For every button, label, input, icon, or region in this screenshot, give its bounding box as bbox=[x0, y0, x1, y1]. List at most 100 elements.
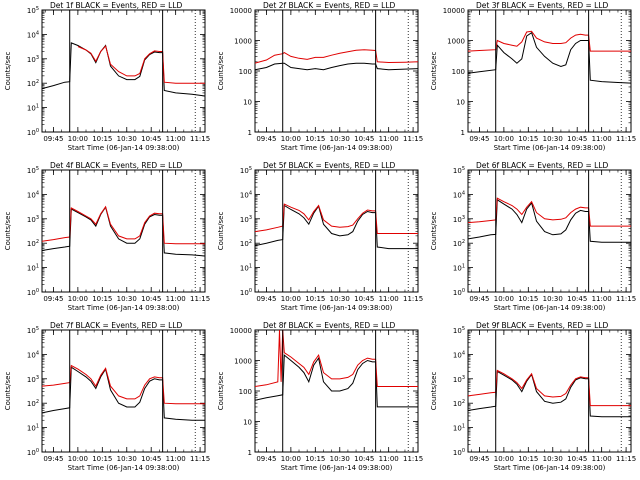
x-tick-label: 11:15 bbox=[403, 135, 423, 143]
y-tick-label: 103 bbox=[27, 55, 39, 64]
y-tick-label: 103 bbox=[453, 375, 465, 384]
x-tick-label: 10:30 bbox=[330, 135, 350, 143]
y-axis: 1 10 100 1000 10000 bbox=[443, 7, 631, 137]
y-tick-label: 10000 bbox=[230, 7, 252, 15]
x-axis: 09:45 10:00 10:15 10:30 10:45 11:00 11:15 bbox=[469, 10, 636, 143]
y-tick-label: 102 bbox=[240, 239, 252, 248]
x-axis-label: Start Time (06-Jan-14 09:38:00) bbox=[494, 144, 606, 152]
y-tick-label: 101 bbox=[453, 424, 465, 433]
x-axis-label: Start Time (06-Jan-14 09:38:00) bbox=[281, 304, 393, 312]
series-group bbox=[42, 364, 205, 421]
plot-frame bbox=[41, 169, 206, 293]
plot-frame bbox=[254, 9, 419, 133]
series-group bbox=[42, 205, 205, 257]
x-axis-label: Start Time (06-Jan-14 09:38:00) bbox=[494, 464, 606, 472]
chart-title: Det 3f BLACK = Events, RED = LLD bbox=[476, 1, 609, 10]
x-tick-label: 11:00 bbox=[379, 295, 399, 303]
y-tick-label: 104 bbox=[453, 350, 465, 359]
series-group bbox=[255, 49, 418, 71]
x-tick-label: 11:15 bbox=[190, 135, 210, 143]
series-group bbox=[255, 203, 418, 250]
x-tick-label: 11:15 bbox=[616, 135, 636, 143]
series-lld-line bbox=[468, 369, 631, 407]
series-events-line bbox=[468, 370, 631, 418]
y-tick-label: 100 bbox=[240, 288, 252, 297]
y-tick-label: 100 bbox=[27, 288, 39, 297]
y-tick-label: 1000 bbox=[447, 38, 465, 46]
x-tick-label: 10:15 bbox=[518, 135, 538, 143]
y-tick-label: 10000 bbox=[230, 327, 252, 335]
series-lld-line bbox=[42, 364, 205, 405]
y-tick-label: 102 bbox=[27, 399, 39, 408]
x-axis: 09:45 10:00 10:15 10:30 10:45 11:00 11:15 bbox=[256, 330, 423, 463]
x-tick-label: 09:45 bbox=[43, 295, 63, 303]
chart-panel-2: 1 10 100 1000 10000 09:45 10:00 10:15 10:30 10:45… bbox=[217, 1, 423, 152]
x-tick-label: 11:00 bbox=[166, 455, 186, 463]
x-tick-label: 10:30 bbox=[330, 455, 350, 463]
y-tick-label: 104 bbox=[27, 350, 39, 359]
series-events-line bbox=[42, 366, 205, 421]
x-axis: 09:45 10:00 10:15 10:30 10:45 11:00 11:15 bbox=[43, 330, 210, 463]
y-tick-label: 102 bbox=[453, 239, 465, 248]
chart-panel-3: 1 10 100 1000 10000 09:45 10:00 10:15 10:30 10:45… bbox=[430, 1, 636, 152]
x-tick-label: 09:45 bbox=[469, 135, 489, 143]
chart-title: Det 7f BLACK = Events, RED = LLD bbox=[50, 321, 183, 330]
y-tick-label: 105 bbox=[453, 166, 465, 175]
series-group bbox=[468, 369, 631, 418]
chart-panel-8: 1 10 100 1000 10000 09:45 10:00 10:15 10:30 10:45… bbox=[217, 321, 423, 472]
series-lld-line bbox=[255, 330, 418, 387]
x-tick-label: 11:00 bbox=[592, 135, 612, 143]
y-axis-label: Counts/sec bbox=[217, 372, 225, 411]
x-tick-label: 11:00 bbox=[166, 135, 186, 143]
y-axis: 100 101 102 103 104 105 bbox=[27, 326, 205, 457]
y-axis: 1 10 100 1000 10000 bbox=[230, 327, 418, 457]
x-tick-label: 10:45 bbox=[141, 295, 161, 303]
series-group bbox=[468, 197, 631, 243]
x-tick-label: 09:45 bbox=[43, 455, 63, 463]
x-tick-label: 11:15 bbox=[190, 455, 210, 463]
x-tick-label: 10:00 bbox=[68, 135, 88, 143]
x-tick-label: 10:15 bbox=[305, 455, 325, 463]
series-lld-line bbox=[255, 49, 418, 64]
y-tick-label: 1 bbox=[248, 129, 252, 137]
y-tick-label: 1000 bbox=[234, 38, 252, 46]
series-lld-line bbox=[468, 197, 631, 227]
x-tick-label: 11:00 bbox=[166, 295, 186, 303]
x-axis-label: Start Time (06-Jan-14 09:38:00) bbox=[281, 464, 393, 472]
y-tick-label: 103 bbox=[27, 215, 39, 224]
x-tick-label: 09:45 bbox=[469, 295, 489, 303]
y-tick-label: 103 bbox=[453, 215, 465, 224]
x-tick-label: 10:00 bbox=[68, 295, 88, 303]
x-tick-label: 10:15 bbox=[92, 135, 112, 143]
x-tick-label: 11:00 bbox=[379, 135, 399, 143]
chart-title: Det 5f BLACK = Events, RED = LLD bbox=[263, 161, 396, 170]
y-axis-label: Counts/sec bbox=[4, 372, 12, 411]
y-tick-label: 1 bbox=[248, 449, 252, 457]
x-axis: 09:45 10:00 10:15 10:30 10:45 11:00 11:15 bbox=[469, 330, 636, 463]
x-tick-label: 10:00 bbox=[281, 295, 301, 303]
chart-title: Det 4f BLACK = Events, RED = LLD bbox=[50, 161, 183, 170]
y-tick-label: 102 bbox=[453, 399, 465, 408]
x-tick-label: 11:00 bbox=[592, 295, 612, 303]
series-events-line bbox=[255, 354, 418, 408]
plot-frame bbox=[41, 9, 206, 133]
series-events-line bbox=[468, 31, 631, 84]
x-axis: 09:45 10:00 10:15 10:30 10:45 11:00 11:15 bbox=[256, 10, 423, 143]
y-tick-label: 101 bbox=[240, 264, 252, 273]
x-tick-label: 10:45 bbox=[354, 295, 374, 303]
x-tick-label: 10:15 bbox=[518, 455, 538, 463]
x-tick-label: 10:30 bbox=[117, 295, 137, 303]
series-lld-line bbox=[77, 45, 205, 84]
y-tick-label: 10 bbox=[243, 99, 252, 107]
y-tick-label: 100 bbox=[452, 68, 465, 76]
x-tick-label: 10:15 bbox=[92, 455, 112, 463]
x-axis-label: Start Time (06-Jan-14 09:38:00) bbox=[68, 464, 180, 472]
y-axis: 100 101 102 103 104 105 bbox=[27, 6, 205, 137]
x-tick-label: 11:15 bbox=[616, 455, 636, 463]
x-tick-label: 10:00 bbox=[68, 455, 88, 463]
chart-title: Det 9f BLACK = Events, RED = LLD bbox=[476, 321, 609, 330]
x-axis: 09:45 10:00 10:15 10:30 10:45 11:00 11:15 bbox=[469, 170, 636, 303]
